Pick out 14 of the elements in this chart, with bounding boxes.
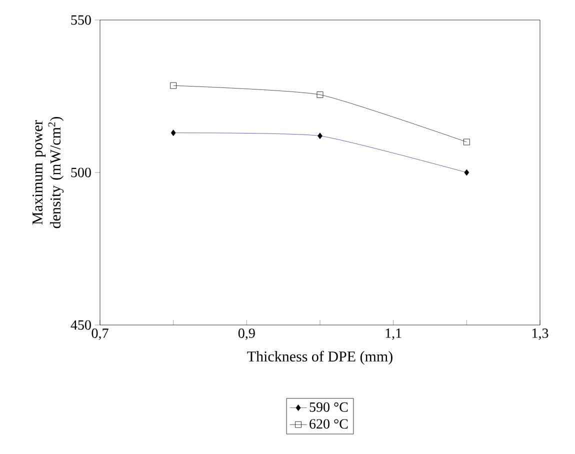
point — [316, 92, 324, 98]
point — [463, 138, 470, 146]
y-tick-label: 550 — [71, 15, 91, 25]
x-tick-label: 0,7 — [92, 328, 108, 340]
y-tick-label: 450 — [70, 320, 91, 330]
x-tick-label: 0,9 — [238, 328, 255, 340]
legend-label: 620 °C — [310, 419, 348, 429]
x-tick-label: 1,3 — [532, 328, 548, 340]
point — [170, 82, 177, 89]
x-tick-label: 1,1 — [386, 328, 402, 340]
legend-label: 590 °C — [310, 402, 348, 412]
y-axis-title: Maximum power density (mW/cm$^{2}$) — [32, 116, 64, 228]
x-axis-title: Thickness of DPE (mm) — [247, 350, 392, 365]
y-tick-label: 500 — [71, 168, 91, 178]
